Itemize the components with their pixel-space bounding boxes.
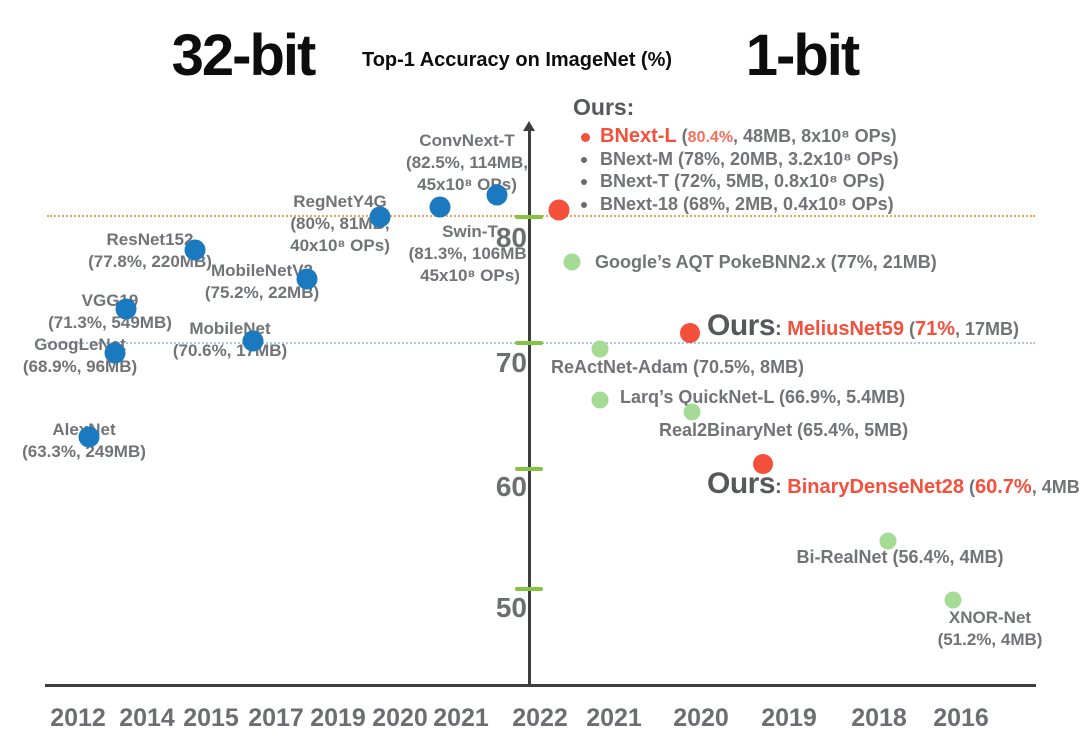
y-label-80: 80 — [495, 222, 527, 253]
y-tick-60 — [515, 467, 543, 471]
dot-google-s-aqt-pokebnn2-x — [563, 253, 581, 271]
section-title-32bit: 32-bit — [171, 23, 317, 88]
y-axis-arrow-icon — [523, 121, 535, 131]
x-year-2017-3: 2017 — [248, 704, 304, 732]
label-google-s-aqt-pokebnn2-x: Google’s AQT PokeBNN2.x (77%, 21MB) — [595, 252, 937, 272]
ours-legend-items: BNext-L (80.4%, 48MB, 8x10⁸ OPs) BNext-M … — [573, 125, 1053, 217]
dot-vgg19 — [115, 298, 137, 320]
y-tick-50 — [515, 587, 543, 591]
bullet-icon-bnext-m — [581, 156, 587, 163]
label-vgg19: VGG19 (71.3%, 549MB) — [48, 291, 172, 332]
bullet-icon-bnext-t — [581, 179, 587, 185]
x-year-2021-6: 2021 — [433, 704, 489, 732]
ours-legend: Ours: BNext-L (80.4%, 48MB, 8x10⁸ OPs) BN… — [573, 94, 1053, 216]
x-year-2015-2: 2015 — [183, 704, 239, 732]
label-bi-realnet: Bi-RealNet (56.4%, 4MB) — [796, 547, 1004, 567]
legend-item-bnext-l: BNext-L (80.4%, 48MB, 8x10⁸ OPs) — [573, 125, 1053, 149]
x-year-2019-4: 2019 — [310, 704, 366, 732]
dot-resnet152 — [184, 239, 206, 261]
x-year-2012-0: 2012 — [50, 704, 106, 732]
ours-legend-title: Ours: — [573, 94, 635, 120]
label-swin-t: Swin-T (81.3%, 106MB, 45x10⁸ OPs) — [408, 222, 532, 285]
label-resnet152: ResNet152 (77.8%, 220MB) — [88, 230, 212, 271]
x-year-2016-12: 2016 — [933, 704, 989, 732]
dot-larq-s-quicknet-l — [591, 391, 609, 409]
label-regnety4g: RegNetY4G (80%, 81MB, 40x10⁸ OPs) — [290, 192, 390, 255]
legend-item-bnext-18: BNext-18 (68%, 2MB, 0.4x10⁸ OPs) — [573, 194, 1053, 217]
dot-bnext-l — [548, 199, 570, 221]
x-year-2014-1: 2014 — [119, 704, 175, 732]
dot-mobilenetv2 — [296, 268, 318, 290]
y-axis-line — [528, 130, 531, 685]
label-xnor-net: XNOR-Net (51.2%, 4MB) — [937, 608, 1043, 649]
dot-xnor-net — [944, 591, 962, 609]
dot-swin-t — [429, 196, 451, 218]
dot-binarydensenet28 — [753, 454, 773, 474]
label-real2binarynet: Real2BinaryNet (65.4%, 5MB) — [659, 420, 909, 440]
dot-real2binarynet — [683, 403, 701, 421]
dot-mobilenet — [242, 330, 264, 352]
dot-meliusnet59 — [680, 323, 700, 343]
section-title-1bit: 1-bit — [745, 23, 860, 88]
label-reactnet-adam: ReActNet-Adam (70.5%, 8MB) — [551, 357, 805, 377]
label-convnext-t: ConvNext-T (82.5%, 114MB, 45x10⁸ OPs) — [406, 131, 528, 194]
label-mobilenetv2: MobileNetV2 (75.2%, 22MB) — [204, 261, 320, 302]
bullet-icon-bnext-l — [581, 133, 590, 142]
dot-convnext-t — [486, 184, 508, 206]
bullet-icon-bnext-18 — [581, 201, 587, 208]
x-year-2019-10: 2019 — [761, 704, 817, 732]
y-tick-70 — [515, 341, 543, 345]
x-year-2020-5: 2020 — [372, 704, 428, 732]
y-tick-80 — [515, 215, 543, 219]
y-label-70: 70 — [495, 347, 527, 378]
dot-regnety4g — [369, 206, 391, 228]
dot-bi-realnet — [879, 532, 897, 550]
label-mobilenet: MobileNet (70.6%, 17MB) — [172, 319, 288, 360]
dot-googlenet — [104, 342, 126, 364]
label-larq-s-quicknet-l: Larq’s QuickNet-L (66.9%, 5.4MB) — [620, 387, 906, 407]
dot-reactnet-adam — [591, 340, 609, 358]
x-year-2022-7: 2022 — [512, 704, 568, 732]
label-meliusnet59: Ours: MeliusNet59 (71%, 17MB) — [707, 309, 1020, 342]
legend-item-bnext-t: BNext-T (72%, 5MB, 0.8x10⁸ OPs) — [573, 171, 1053, 194]
x-year-2020-9: 2020 — [673, 704, 729, 732]
dot-alexnet — [78, 426, 100, 448]
legend-item-bnext-m: BNext-M (78%, 20MB, 3.2x10⁸ OPs) — [573, 149, 1053, 172]
chart-title: Top-1 Accuracy on ImageNet (%) — [361, 49, 673, 71]
x-year-2018-11: 2018 — [851, 704, 907, 732]
label-binarydensenet28: Ours: BinaryDenseNet28 (60.7%, 4MB) — [707, 467, 1080, 500]
y-label-50: 50 — [495, 592, 527, 623]
x-axis-line — [45, 684, 1036, 687]
x-year-2021-8: 2021 — [586, 704, 642, 732]
y-label-60: 60 — [495, 471, 527, 502]
